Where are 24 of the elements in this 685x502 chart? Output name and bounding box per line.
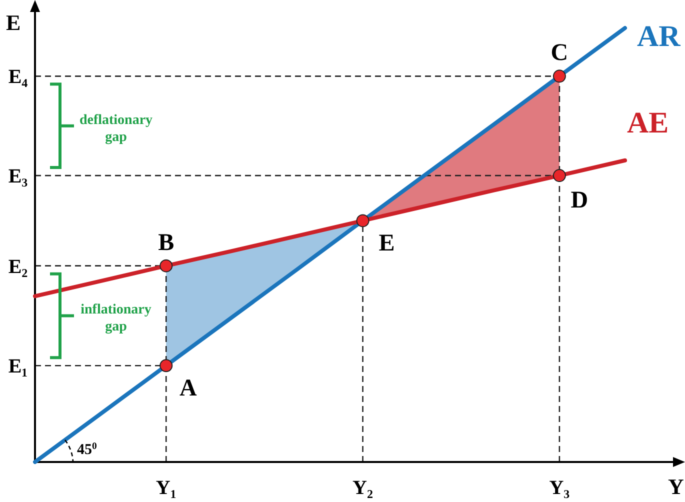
point: [552, 70, 566, 83]
annotation: A: [179, 376, 198, 402]
annotation: E: [378, 230, 395, 257]
annotation: inflationary gap: [80, 302, 152, 335]
point: [160, 359, 173, 372]
point: [356, 214, 370, 228]
x-tick-label: Y₁: [156, 477, 176, 499]
x-axis-title: Y: [668, 474, 684, 499]
annotation: D: [570, 188, 588, 214]
annotation: B: [158, 230, 174, 256]
series-label: AE: [627, 106, 669, 140]
text: E₄: [8, 66, 28, 88]
text: E₁: [8, 356, 28, 378]
x-tick-label: Y₃: [549, 477, 570, 499]
annotation: 45$^{0}$: [77, 440, 97, 458]
series-label: AR: [637, 20, 681, 53]
text: E₂: [8, 256, 28, 278]
x-tick-label: Y₂: [352, 477, 374, 499]
point: [160, 259, 173, 272]
text: E₃: [8, 166, 28, 188]
annotation: deflationary gap: [79, 112, 153, 145]
y-axis-title: E: [6, 10, 21, 35]
point: [552, 169, 566, 182]
annotation: C: [550, 40, 568, 66]
